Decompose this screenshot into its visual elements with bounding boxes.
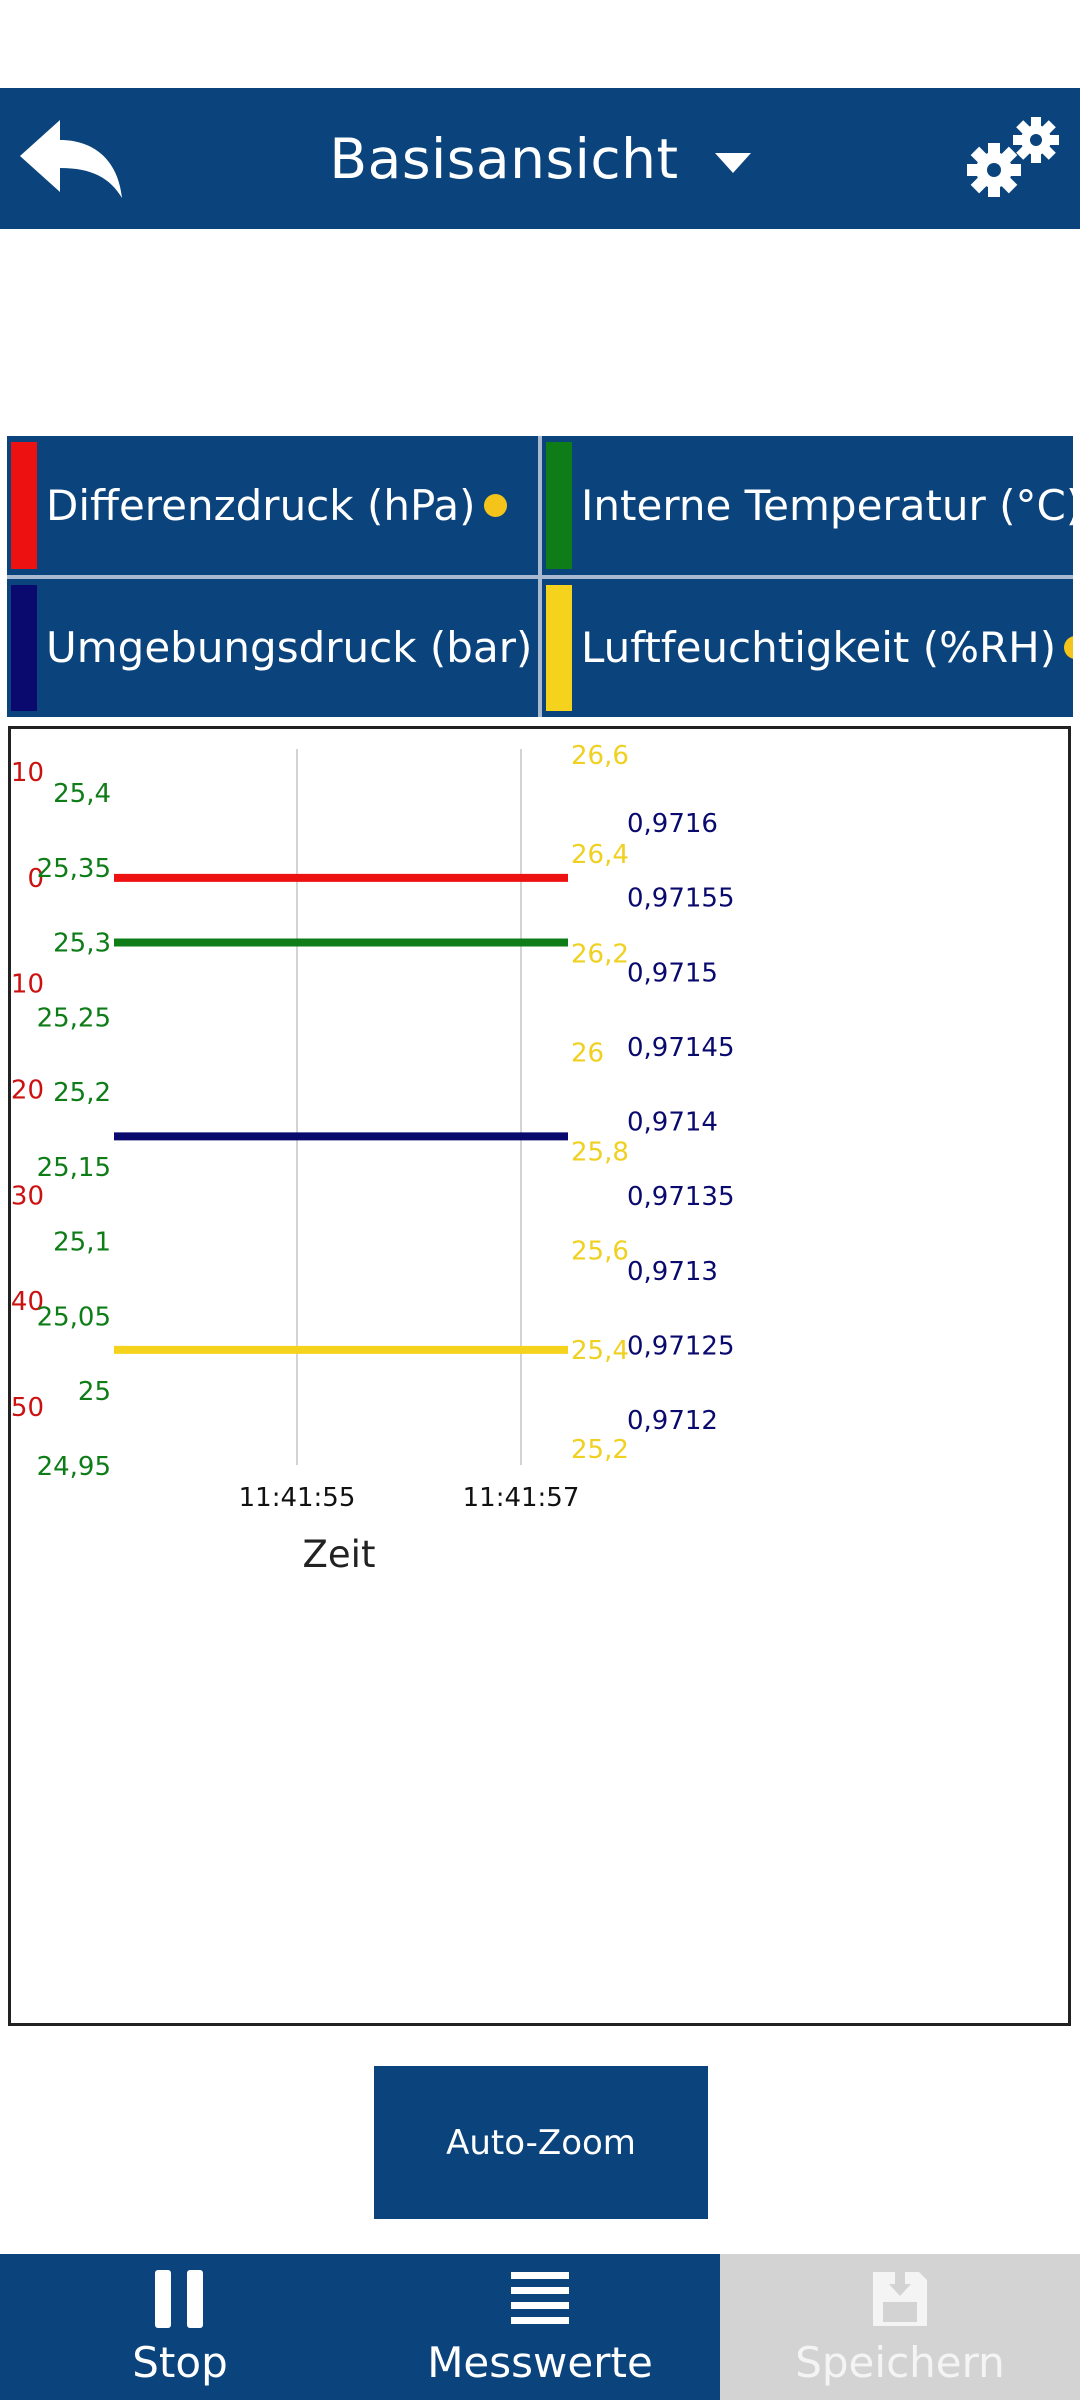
y-tick-label: 25,6 bbox=[571, 1237, 629, 1267]
legend-label: Interne Temperatur (°C) bbox=[581, 480, 1073, 530]
y-tick-label: 0,97145 bbox=[627, 1033, 735, 1063]
y-tick-label: 25,2 bbox=[53, 1078, 111, 1108]
messwerte-button[interactable]: Messwerte bbox=[360, 2254, 720, 2400]
y-tick-label: 25,4 bbox=[53, 779, 111, 809]
stop-button[interactable]: Stop bbox=[0, 2254, 360, 2400]
back-button[interactable] bbox=[14, 116, 126, 202]
x-axis-title: Zeit bbox=[303, 1533, 376, 1576]
legend-item-umgebungsdruck[interactable]: Umgebungsdruck (bar) bbox=[7, 578, 538, 717]
y-tick-label: -50 bbox=[11, 1393, 44, 1423]
y-tick-label: 0 bbox=[27, 864, 44, 894]
y-tick-label: 25,2 bbox=[571, 1435, 629, 1465]
legend-item-differenzdruck[interactable]: Differenzdruck (hPa) bbox=[7, 436, 538, 575]
y-tick-label: -20 bbox=[11, 1076, 44, 1106]
y-tick-label: -10 bbox=[11, 970, 44, 1000]
bottom-toolbar: Stop Messwerte Speichern bbox=[0, 2254, 1080, 2400]
line-chart[interactable]: 10 0 -10 -20 -30 -40 -50 25,4 25,35 25,3 25,25 25,2… bbox=[8, 726, 1071, 2026]
y-tick-label: 0,97125 bbox=[627, 1331, 735, 1361]
y-tick-label: -40 bbox=[11, 1287, 44, 1317]
app-header: Basisansicht bbox=[0, 88, 1080, 229]
gears-icon bbox=[967, 117, 1059, 197]
legend-item-interne-temperatur[interactable]: Interne Temperatur (°C) bbox=[542, 436, 1073, 575]
caret-down-icon bbox=[714, 152, 751, 173]
legend-label: Differenzdruck (hPa) bbox=[46, 480, 476, 530]
y-tick-label: 25,05 bbox=[37, 1302, 111, 1332]
y-tick-label: 25,8 bbox=[571, 1138, 629, 1168]
chart-legend: Differenzdruck (hPa) Interne Temperatur … bbox=[7, 436, 1073, 717]
settings-button[interactable] bbox=[964, 114, 1064, 204]
save-icon bbox=[873, 2272, 927, 2326]
speichern-label: Speichern bbox=[795, 2338, 1005, 2387]
y-tick-label: 25,25 bbox=[37, 1003, 111, 1033]
legend-item-luftfeuchtigkeit[interactable]: Luftfeuchtigkeit (%RH) bbox=[542, 578, 1073, 717]
view-selector[interactable]: Basisansicht bbox=[329, 126, 751, 191]
y-tick-label: 26,6 bbox=[571, 741, 629, 771]
y-tick-label: 25 bbox=[78, 1377, 111, 1407]
legend-label: Umgebungsdruck (bar) bbox=[46, 623, 533, 673]
list-icon bbox=[511, 2272, 569, 2324]
y-tick-label: -30 bbox=[11, 1181, 44, 1211]
back-arrow-icon bbox=[20, 120, 122, 198]
pause-icon bbox=[155, 2270, 203, 2328]
y-tick-label: 0,97155 bbox=[627, 884, 735, 914]
stop-label: Stop bbox=[132, 2338, 228, 2387]
chart-canvas: 10 0 -10 -20 -30 -40 -50 25,4 25,35 25,3 25,25 25,2… bbox=[11, 741, 735, 1576]
y-tick-label: 25,35 bbox=[37, 854, 111, 884]
messwerte-label: Messwerte bbox=[427, 2338, 653, 2387]
y-tick-label: 26,2 bbox=[571, 939, 629, 969]
y-tick-label: 10 bbox=[11, 758, 44, 788]
y-tick-label: 25,3 bbox=[53, 929, 111, 959]
y-tick-label: 0,9715 bbox=[627, 958, 718, 988]
y-tick-label: 26,4 bbox=[571, 840, 629, 870]
legend-swatch bbox=[11, 584, 37, 711]
x-tick-label: 11:41:55 bbox=[239, 1483, 356, 1513]
speichern-button[interactable]: Speichern bbox=[720, 2254, 1080, 2400]
y-tick-label: 0,9714 bbox=[627, 1108, 718, 1138]
y-tick-label: 26 bbox=[571, 1038, 604, 1068]
x-tick-label: 11:41:57 bbox=[463, 1483, 580, 1513]
y-tick-label: 24,95 bbox=[37, 1452, 111, 1482]
status-dot-icon bbox=[1064, 636, 1073, 660]
auto-zoom-button[interactable]: Auto-Zoom bbox=[374, 2066, 708, 2219]
legend-swatch bbox=[11, 442, 37, 569]
y-tick-label: 0,9716 bbox=[627, 809, 718, 839]
status-dot-icon bbox=[483, 493, 507, 517]
y-tick-label: 25,4 bbox=[571, 1336, 629, 1366]
page-title: Basisansicht bbox=[329, 126, 679, 191]
y-tick-label: 0,97135 bbox=[627, 1182, 735, 1212]
legend-label: Luftfeuchtigkeit (%RH) bbox=[581, 623, 1057, 673]
y-tick-label: 0,9712 bbox=[627, 1406, 718, 1436]
legend-swatch bbox=[546, 442, 572, 569]
y-tick-label: 25,1 bbox=[53, 1228, 111, 1258]
legend-swatch bbox=[546, 584, 572, 711]
y-tick-label: 25,15 bbox=[37, 1153, 111, 1183]
y-tick-label: 0,9713 bbox=[627, 1257, 718, 1287]
